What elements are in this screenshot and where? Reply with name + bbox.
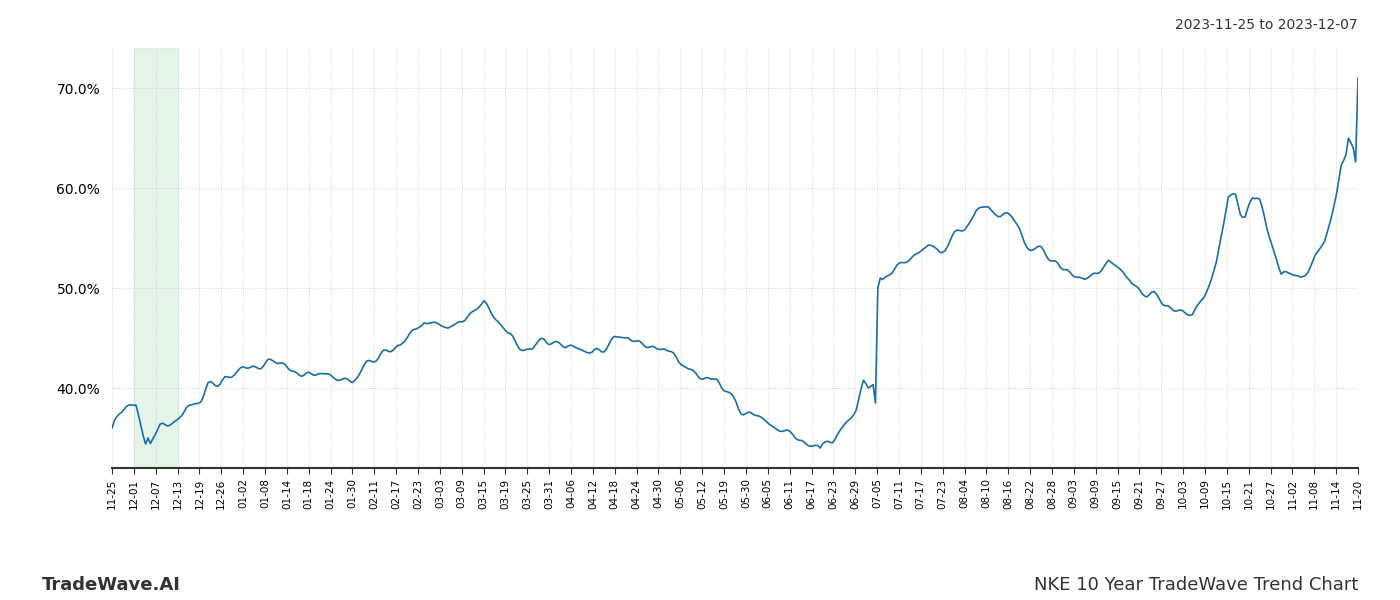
Text: 2023-11-25 to 2023-12-07: 2023-11-25 to 2023-12-07 <box>1176 18 1358 32</box>
Text: TradeWave.AI: TradeWave.AI <box>42 576 181 594</box>
Bar <box>134 48 178 468</box>
Text: NKE 10 Year TradeWave Trend Chart: NKE 10 Year TradeWave Trend Chart <box>1033 576 1358 594</box>
